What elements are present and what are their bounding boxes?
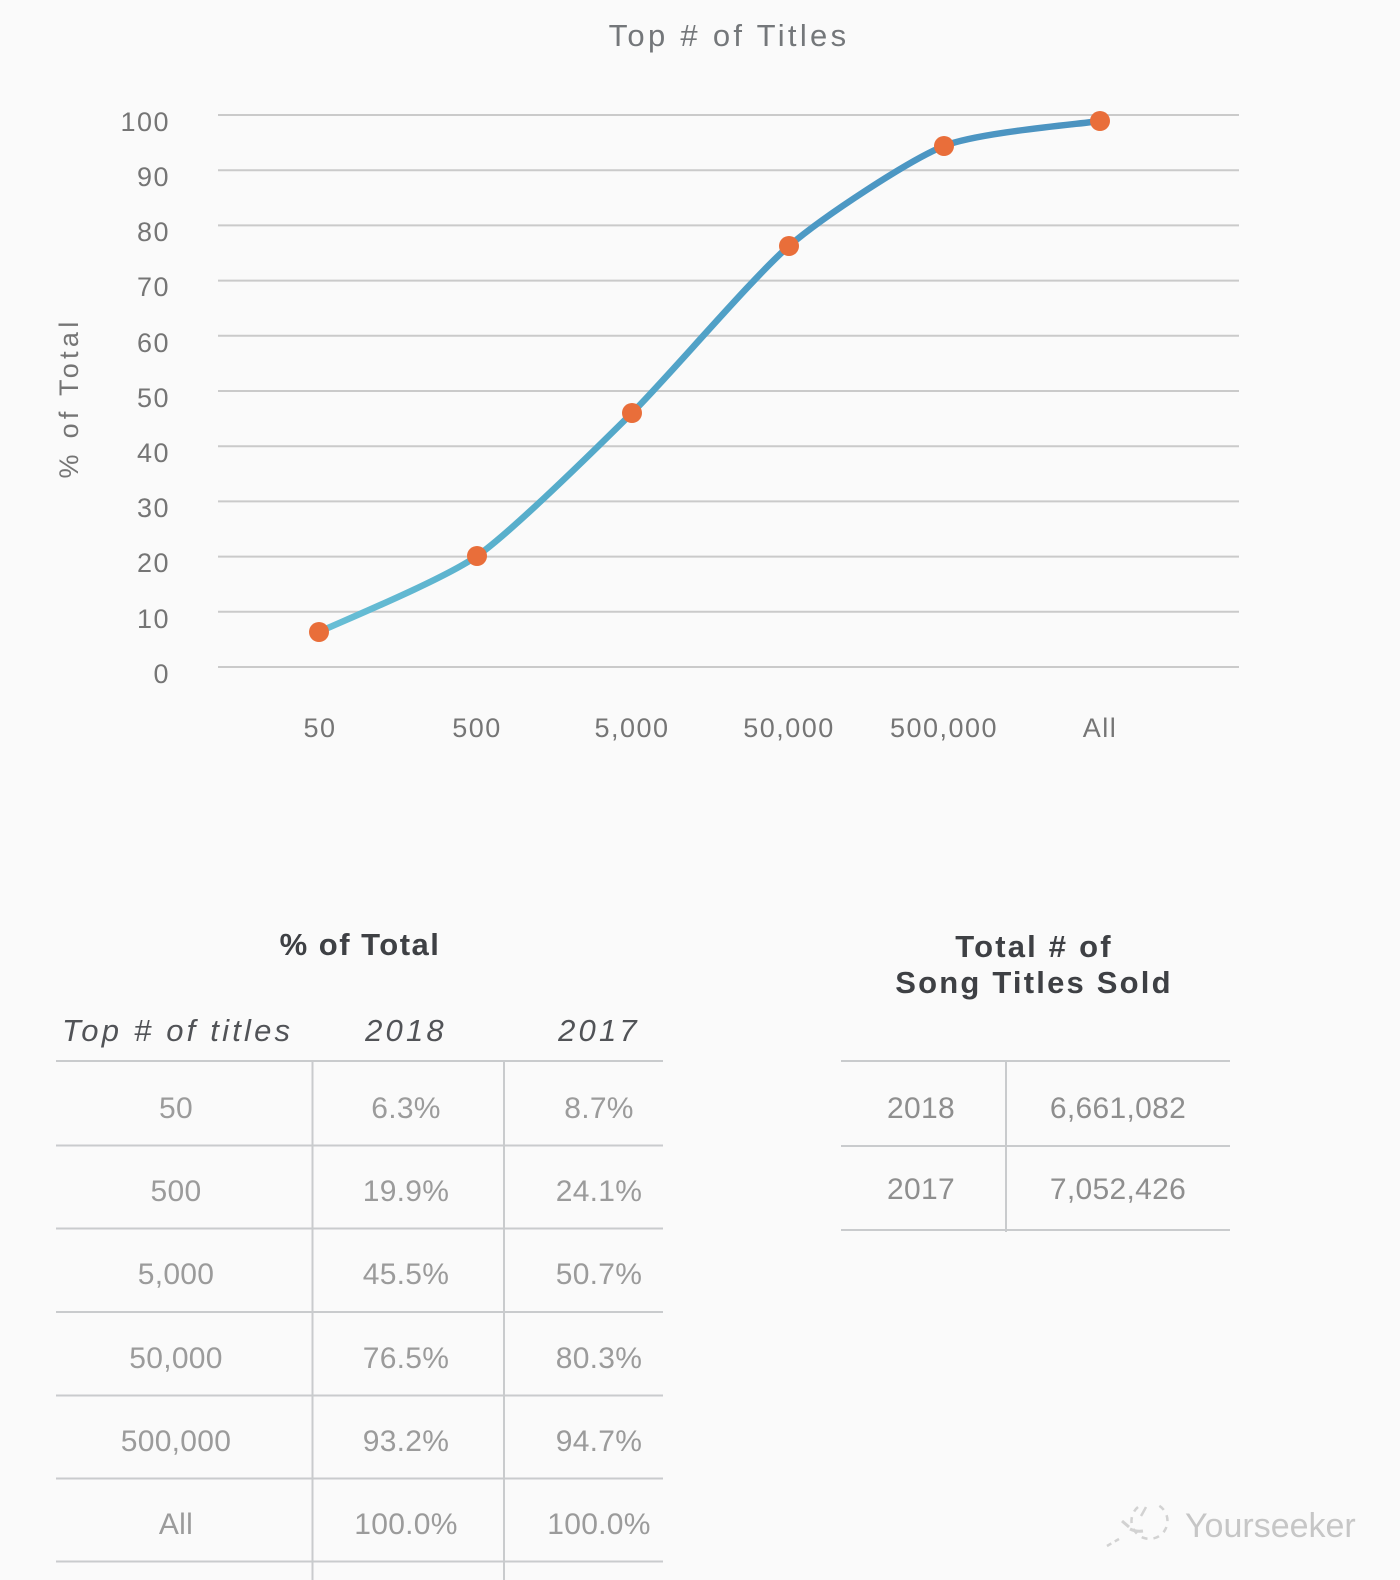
svg-text:All: All bbox=[159, 1508, 193, 1541]
svg-text:2018: 2018 bbox=[364, 1013, 447, 1048]
svg-text:80: 80 bbox=[137, 217, 170, 247]
svg-text:2017: 2017 bbox=[557, 1013, 640, 1048]
svg-text:24.1%: 24.1% bbox=[556, 1175, 643, 1208]
svg-text:50: 50 bbox=[303, 713, 336, 743]
svg-text:50: 50 bbox=[159, 1092, 193, 1125]
svg-text:5,000: 5,000 bbox=[138, 1258, 215, 1291]
svg-text:70: 70 bbox=[137, 272, 170, 302]
svg-text:Song Titles Sold: Song Titles Sold bbox=[895, 965, 1172, 1000]
svg-text:6,661,082: 6,661,082 bbox=[1050, 1092, 1186, 1125]
svg-text:6.3%: 6.3% bbox=[371, 1092, 441, 1125]
svg-text:90: 90 bbox=[137, 162, 170, 192]
svg-text:% of Total: % of Total bbox=[54, 317, 84, 478]
svg-text:45.5%: 45.5% bbox=[363, 1258, 450, 1291]
svg-text:500,000: 500,000 bbox=[121, 1425, 232, 1458]
svg-text:500: 500 bbox=[452, 713, 502, 743]
svg-text:100: 100 bbox=[120, 107, 170, 137]
svg-text:94.7%: 94.7% bbox=[556, 1425, 643, 1458]
svg-text:2017: 2017 bbox=[887, 1173, 955, 1206]
svg-text:5,000: 5,000 bbox=[594, 713, 669, 743]
svg-text:93.2%: 93.2% bbox=[363, 1425, 450, 1458]
svg-text:% of Total: % of Total bbox=[280, 927, 441, 962]
svg-text:7,052,426: 7,052,426 bbox=[1050, 1173, 1186, 1206]
svg-text:80.3%: 80.3% bbox=[556, 1342, 643, 1375]
svg-text:Top # of Titles: Top # of Titles bbox=[609, 18, 850, 53]
svg-text:Yourseeker: Yourseeker bbox=[1185, 1507, 1356, 1545]
svg-text:20: 20 bbox=[137, 548, 170, 578]
svg-text:50,000: 50,000 bbox=[743, 713, 835, 743]
svg-text:2018: 2018 bbox=[887, 1092, 955, 1125]
svg-text:30: 30 bbox=[137, 493, 170, 523]
svg-text:40: 40 bbox=[137, 438, 170, 468]
svg-text:76.5%: 76.5% bbox=[363, 1342, 450, 1375]
svg-text:50.7%: 50.7% bbox=[556, 1258, 643, 1291]
svg-text:0: 0 bbox=[153, 659, 170, 689]
svg-text:500,000: 500,000 bbox=[890, 713, 998, 743]
svg-text:50,000: 50,000 bbox=[129, 1342, 223, 1375]
svg-text:100.0%: 100.0% bbox=[354, 1508, 458, 1541]
svg-text:19.9%: 19.9% bbox=[363, 1175, 450, 1208]
svg-text:Top # of titles: Top # of titles bbox=[62, 1013, 293, 1048]
svg-text:500: 500 bbox=[151, 1175, 202, 1208]
svg-text:8.7%: 8.7% bbox=[564, 1092, 634, 1125]
svg-text:Total # of: Total # of bbox=[955, 929, 1112, 964]
svg-text:50: 50 bbox=[137, 383, 170, 413]
svg-text:100.0%: 100.0% bbox=[547, 1508, 651, 1541]
svg-text:60: 60 bbox=[137, 328, 170, 358]
svg-text:All: All bbox=[1083, 713, 1118, 743]
svg-text:10: 10 bbox=[137, 604, 170, 634]
